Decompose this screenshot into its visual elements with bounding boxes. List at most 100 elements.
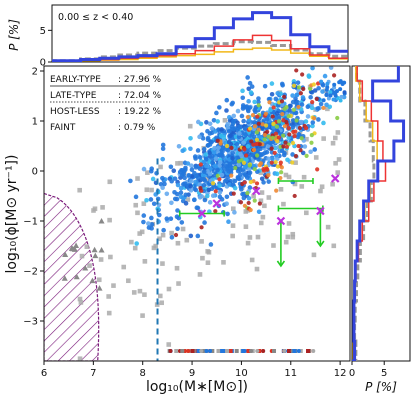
scatter-point-late xyxy=(266,179,272,184)
scatter-point-late xyxy=(178,190,184,195)
scatter-point-late xyxy=(160,185,165,191)
scatter-point-late xyxy=(247,80,253,86)
scatter-point-late xyxy=(180,148,185,154)
scatter-point-early xyxy=(254,137,260,143)
scatter-point-late xyxy=(334,89,339,94)
scatter-point-early xyxy=(296,85,302,90)
scatter-point-hostless xyxy=(157,236,162,242)
scatter-point-late xyxy=(195,233,201,239)
scatter-point-late xyxy=(231,118,236,124)
scatter-point-early xyxy=(286,126,292,131)
scatter-point-limit xyxy=(180,349,185,353)
scatter-point-late xyxy=(146,221,151,226)
scatter-point-late xyxy=(208,166,213,171)
scatter-point-late xyxy=(316,117,321,122)
scatter-point-late xyxy=(240,95,246,101)
scatter-point-hostless xyxy=(166,286,172,292)
scatter-point-late xyxy=(339,94,344,99)
scatter-point-late xyxy=(183,192,189,198)
scatter-point-hostless xyxy=(142,259,148,264)
scatter-point-early xyxy=(290,160,295,165)
scatter-point-early xyxy=(308,86,313,91)
scatter-point-early xyxy=(273,160,278,165)
scatter-point-hostless xyxy=(286,174,292,180)
scatter-point-hostless xyxy=(254,266,260,272)
scatter-point-early xyxy=(296,104,301,110)
y-tick-label-3: 0 xyxy=(32,167,38,178)
scatter-point-limit xyxy=(261,349,266,353)
scatter-point-late xyxy=(225,121,231,127)
scatter-point-hostless xyxy=(199,239,204,244)
scatter-point-late xyxy=(189,178,194,184)
scatter-point-early xyxy=(335,115,340,121)
x-tick-label-4: 10 xyxy=(235,368,248,379)
scatter-point-limit xyxy=(282,349,287,353)
scatter-point-early xyxy=(255,114,260,119)
scatter-point-early xyxy=(284,105,289,110)
scatter-point-hostless xyxy=(260,214,266,220)
scatter-point-late xyxy=(224,97,230,103)
scatter-point-late xyxy=(158,181,164,187)
scatter-point-late xyxy=(290,124,296,130)
scatter-point-late xyxy=(237,131,242,136)
scatter-point-hostless xyxy=(133,202,139,208)
scatter-point-hostless xyxy=(144,187,150,193)
scatter-point-early xyxy=(290,140,296,146)
scatter-point-late xyxy=(279,102,285,108)
scatter-point-faint xyxy=(73,242,80,248)
scatter-point-early xyxy=(294,118,299,123)
scatter-point-early xyxy=(198,186,203,191)
scatter-point-hostless xyxy=(197,272,203,277)
scatter-point-early xyxy=(256,103,261,108)
scatter-point-late xyxy=(174,191,180,197)
scatter-point-late xyxy=(232,178,238,184)
scatter-point-hostless xyxy=(247,235,253,240)
scatter-point-late xyxy=(237,172,243,177)
scatter-point-hostless xyxy=(121,264,127,270)
scatter-point-early xyxy=(249,139,254,144)
scatter-point-late xyxy=(206,187,212,193)
scatter-point-late xyxy=(205,128,210,134)
scatter-point-late xyxy=(209,126,215,131)
scatter-point-late xyxy=(205,137,211,142)
scatter-point-late xyxy=(228,133,233,139)
scatter-point-late xyxy=(151,201,157,207)
scatter-point-late xyxy=(203,152,209,157)
scatter-point-late xyxy=(207,200,213,205)
scatter-point-late xyxy=(245,143,251,149)
scatter-point-late xyxy=(197,155,203,160)
scatter-point-late xyxy=(234,141,240,147)
scatter-point-hostless xyxy=(79,253,85,259)
scatter-point-late xyxy=(149,226,154,231)
scatter-point-limit xyxy=(311,349,316,353)
scatter-point-early xyxy=(279,99,285,104)
scatter-point-late xyxy=(196,119,201,125)
y-tick-label-5: 2 xyxy=(32,67,38,78)
scatter-point-late xyxy=(197,182,203,188)
scatter-point-early xyxy=(264,123,269,128)
scatter-point-late xyxy=(308,95,313,100)
scatter-point-late xyxy=(134,241,139,246)
scatter-point-late xyxy=(148,197,154,202)
scatter-point-hostless xyxy=(187,123,193,129)
scatter-point-late xyxy=(290,118,296,123)
right-panel-frame xyxy=(351,65,411,362)
scatter-point-late xyxy=(320,82,326,88)
scatter-point-late xyxy=(227,114,232,120)
scatter-point-late xyxy=(207,121,213,127)
scatter-point-early xyxy=(245,114,250,120)
scatter-point-late xyxy=(249,84,255,89)
scatter-point-late xyxy=(265,143,271,149)
scatter-point-faint xyxy=(73,273,80,280)
scatter-point-late xyxy=(189,163,194,169)
scatter-point-hostless xyxy=(141,201,147,206)
x-tick-label-6: 12 xyxy=(334,368,347,379)
top-y-tick-label-0: 0 xyxy=(40,58,46,69)
scatter-point-early xyxy=(298,148,303,153)
scatter-point-late xyxy=(331,97,336,102)
scatter-point-hostless xyxy=(292,181,298,187)
scatter-point-early xyxy=(260,122,265,127)
scatter-point-limit xyxy=(286,349,291,353)
scatter-point-late xyxy=(245,75,250,80)
scatter-point-hostless xyxy=(106,294,111,299)
